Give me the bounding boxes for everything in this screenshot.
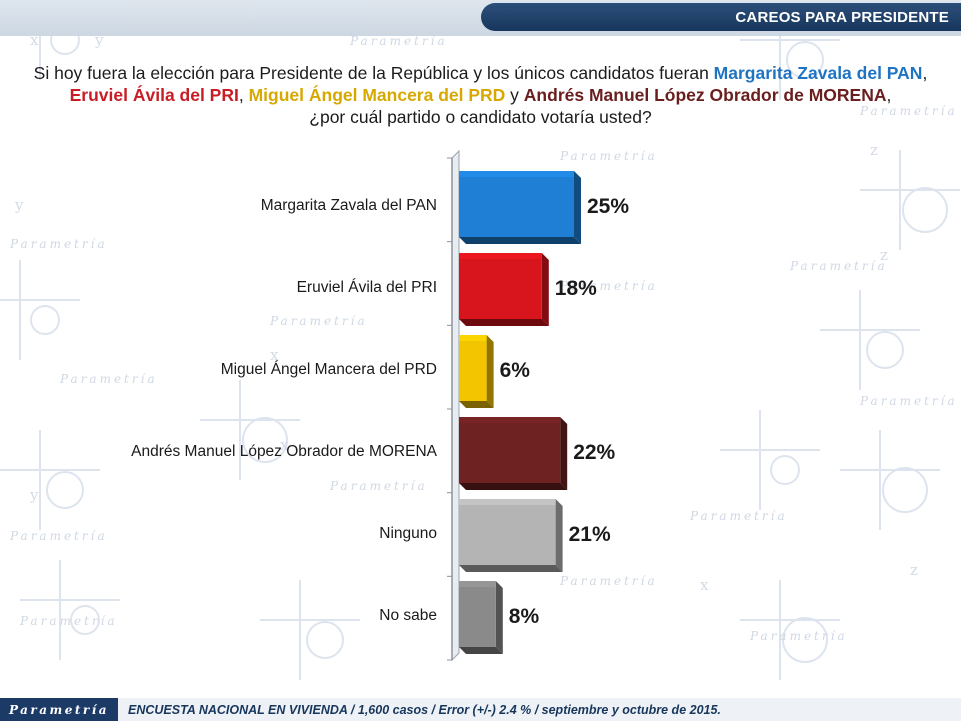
bar-bottom bbox=[459, 647, 503, 654]
svg-text:z: z bbox=[880, 246, 888, 264]
bar-highlight bbox=[459, 171, 574, 177]
bar-highlight bbox=[459, 417, 561, 423]
bar-value-label: 25% bbox=[587, 195, 629, 218]
svg-text:y: y bbox=[94, 31, 104, 49]
svg-text:Parametría: Parametría bbox=[9, 529, 108, 543]
bar-group bbox=[459, 499, 563, 572]
question-candidate-prd: Miguel Ángel Mancera del PRD bbox=[248, 85, 506, 105]
footer: Parametría ENCUESTA NACIONAL EN VIVIENDA… bbox=[0, 698, 961, 721]
question-candidate-morena: Andrés Manuel López Obrador de MORENA bbox=[523, 85, 887, 105]
svg-text:z: z bbox=[870, 141, 878, 159]
category-label: Ninguno bbox=[379, 525, 437, 542]
question-ask: ¿por cuál partido o candidato votaría us… bbox=[309, 107, 652, 127]
bar-bottom bbox=[459, 319, 549, 326]
chart-axis-wall bbox=[451, 149, 460, 662]
bar-side bbox=[541, 253, 549, 326]
svg-text:Parametría: Parametría bbox=[9, 237, 108, 251]
bar-value-label: 8% bbox=[509, 605, 540, 628]
survey-question: Si hoy fuera la elección para Presidente… bbox=[20, 62, 941, 128]
bar-value-label: 21% bbox=[569, 523, 611, 546]
bar bbox=[459, 499, 556, 565]
question-candidate-pan: Margarita Zavala del PAN bbox=[713, 63, 923, 83]
category-label: Margarita Zavala del PAN bbox=[261, 197, 437, 214]
category-label: Miguel Ángel Mancera del PRD bbox=[221, 361, 437, 378]
svg-text:x: x bbox=[270, 346, 279, 364]
svg-text:Parametría: Parametría bbox=[19, 614, 118, 628]
question-intro: Si hoy fuera la elección para Presidente… bbox=[33, 63, 714, 83]
category-label: Andrés Manuel López Obrador de MORENA bbox=[131, 443, 438, 460]
bar-bottom bbox=[459, 237, 581, 244]
bar-side bbox=[560, 417, 568, 490]
bar-bottom bbox=[459, 565, 563, 572]
svg-text:Parametría: Parametría bbox=[689, 509, 788, 523]
svg-text:x: x bbox=[700, 576, 709, 594]
svg-text:Parametría: Parametría bbox=[349, 34, 448, 48]
bar-value-label: 6% bbox=[500, 359, 531, 382]
parametria-logo: Parametría bbox=[0, 698, 118, 721]
bar-bottom bbox=[459, 401, 494, 408]
svg-text:x: x bbox=[280, 436, 289, 454]
svg-text:Parametría: Parametría bbox=[859, 394, 958, 408]
bar-highlight bbox=[459, 581, 496, 587]
category-label: Eruviel Ávila del PRI bbox=[297, 279, 437, 296]
bar-value-label: 18% bbox=[555, 277, 597, 300]
bar bbox=[459, 581, 496, 647]
svg-text:Parametría: Parametría bbox=[859, 104, 958, 118]
svg-text:y: y bbox=[14, 196, 24, 214]
bar-group bbox=[459, 335, 494, 408]
bar-side bbox=[555, 499, 563, 572]
svg-text:Parametría: Parametría bbox=[559, 574, 658, 588]
bar-side bbox=[486, 335, 494, 408]
bar-value-label: 22% bbox=[573, 441, 615, 464]
header-title: CAREOS PARA PRESIDENTE bbox=[481, 3, 961, 31]
bar-group bbox=[459, 253, 549, 326]
svg-text:z: z bbox=[910, 561, 918, 579]
bar bbox=[459, 171, 574, 237]
bar bbox=[459, 417, 561, 483]
question-separator-2: , bbox=[238, 85, 249, 105]
bar-group bbox=[459, 171, 581, 244]
svg-text:Parametría: Parametría bbox=[59, 372, 158, 386]
question-separator-3: y bbox=[505, 85, 524, 105]
question-comma: , bbox=[886, 85, 892, 105]
question-candidate-pri: Eruviel Ávila del PRI bbox=[69, 85, 239, 105]
svg-text:Parametría: Parametría bbox=[559, 279, 658, 293]
svg-text:x: x bbox=[30, 31, 39, 49]
bar-group bbox=[459, 581, 503, 654]
svg-text:Parametría: Parametría bbox=[789, 259, 888, 273]
svg-text:Parametría: Parametría bbox=[329, 479, 428, 493]
bar bbox=[459, 335, 487, 401]
svg-text:Parametría: Parametría bbox=[749, 629, 848, 643]
bar-side bbox=[495, 581, 503, 654]
top-bar: CAREOS PARA PRESIDENTE bbox=[0, 0, 961, 36]
bar-highlight bbox=[459, 335, 487, 341]
svg-text:Parametría: Parametría bbox=[269, 314, 368, 328]
bar-side bbox=[574, 171, 581, 244]
svg-text:y: y bbox=[29, 486, 39, 504]
category-label: No sabe bbox=[379, 607, 437, 624]
bar-group bbox=[459, 417, 568, 490]
svg-text:Parametría: Parametría bbox=[559, 149, 658, 163]
bar-highlight bbox=[459, 499, 556, 505]
bar-highlight bbox=[459, 253, 542, 259]
bar-bottom bbox=[459, 483, 568, 490]
bar bbox=[459, 253, 542, 319]
question-separator-1: , bbox=[922, 63, 928, 83]
survey-note: ENCUESTA NACIONAL EN VIVIENDA / 1,600 ca… bbox=[128, 702, 721, 717]
